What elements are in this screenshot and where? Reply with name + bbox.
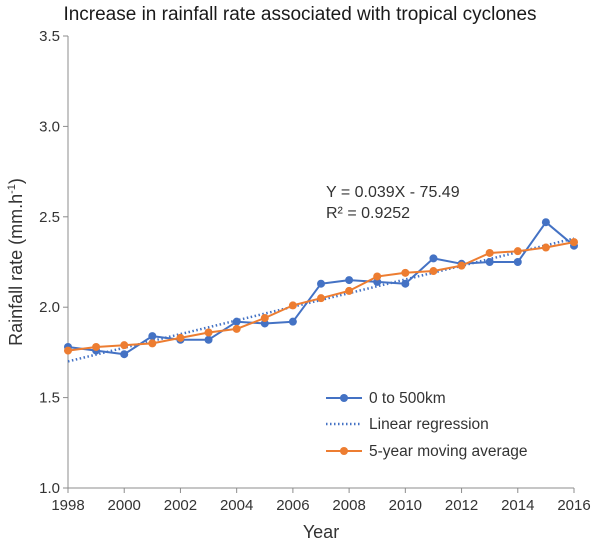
x-tick-label: 1998 [51,497,84,514]
data-point-5-year-moving-average [345,286,354,295]
axes [67,36,574,489]
x-tick-label: 2008 [332,497,365,514]
data-point-5-year-moving-average [429,267,438,276]
data-point-5-year-moving-average [541,243,550,252]
data-point-5-year-moving-average [148,339,157,348]
x-tick-label: 2012 [445,497,478,514]
x-tick-label: 2006 [276,497,309,514]
data-point-0-to-500km [429,254,438,263]
y-tick-label: 3.5 [39,28,60,45]
chart-title: Increase in rainfall rate associated wit… [63,4,537,25]
y-tick-label: 2.5 [39,209,60,226]
series-line-0-to-500km [67,221,575,356]
data-point-0-to-500km [485,258,494,266]
legend: 0 to 500km Linear regression 5-year movi… [326,390,528,460]
data-point-0-to-500km [541,218,550,227]
y-tick-label: 1.0 [39,480,60,497]
x-tick-label: 2000 [108,497,141,514]
data-point-5-year-moving-average [317,294,325,303]
r-squared-value: R² = 0.9252 [326,205,410,222]
plot-area [64,218,578,363]
data-point-5-year-moving-average [513,247,522,256]
data-point-0-to-500km [513,258,522,266]
legend-marker-0-500km [340,394,348,402]
data-point-5-year-moving-average [457,261,466,270]
data-point-5-year-moving-average [176,333,185,342]
data-point-0-to-500km [317,279,325,288]
x-tick-label: 2010 [389,497,422,514]
y-tick-label: 1.5 [39,390,60,407]
data-point-5-year-moving-average [373,272,382,281]
legend-label-moving-average: 5-year moving average [369,443,528,460]
data-point-5-year-moving-average [401,268,410,277]
y-tick-label: 2.0 [39,299,60,316]
data-point-0-to-500km [288,317,297,326]
y-axis-label: Rainfall rate (mm.h-1) [6,178,26,346]
y-axis-label-close: ) [6,178,26,184]
data-point-5-year-moving-average [92,342,101,351]
x-axis-label: Year [303,522,339,542]
data-point-5-year-moving-average [485,248,494,257]
data-point-0-to-500km [401,279,410,288]
x-tick-label: 2002 [164,497,197,514]
data-point-0-to-500km [232,317,241,326]
data-point-5-year-moving-average [288,301,297,310]
x-tick-label: 2016 [557,497,590,514]
x-tick-label: 2004 [220,497,253,514]
data-point-5-year-moving-average [570,238,578,247]
data-point-5-year-moving-average [120,341,129,350]
y-axis-label-main: Rainfall rate (mm.h [6,194,26,346]
x-tick-labels: 1998 2000 2002 2004 2006 2008 2010 2012 2014 2016 [51,488,591,514]
y-tick-label: 3.0 [39,118,60,135]
data-point-5-year-moving-average [64,346,72,355]
x-tick-label: 2014 [501,497,534,514]
data-point-0-to-500km [204,335,213,344]
data-point-0-to-500km [120,350,129,359]
regression-equation: Y = 0.039X - 75.49 [326,184,460,201]
legend-label-linear-regression: Linear regression [369,416,489,433]
y-axis-label-superscript: -1 [6,184,18,194]
data-point-5-year-moving-average [260,314,269,323]
legend-label-0-500km: 0 to 500km [369,390,446,407]
legend-marker-moving-average [340,447,348,455]
data-point-5-year-moving-average [204,328,213,337]
y-tick-labels: 1.0 1.5 2.0 2.5 3.0 3.5 [39,28,68,497]
data-point-0-to-500km [345,276,354,285]
data-point-5-year-moving-average [232,324,241,333]
data-point-0-to-500km [148,332,157,341]
